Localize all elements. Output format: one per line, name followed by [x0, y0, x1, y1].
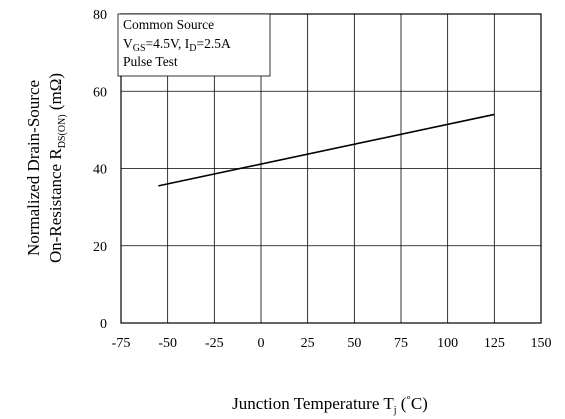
annotation-frame [117, 13, 271, 77]
x-tick-label: -75 [112, 336, 131, 351]
x-tick-label: -25 [205, 336, 224, 351]
x-tick-label: 50 [347, 336, 361, 351]
y-tick-label: 40 [93, 163, 107, 178]
series-layer [158, 113, 495, 187]
x-tick-label: 0 [258, 336, 265, 351]
x-tick-label: -50 [158, 336, 177, 351]
annotation-line-2: VGS=4.5V, ID=2.5A [123, 36, 231, 54]
x-tick-label: 100 [437, 336, 458, 351]
annotation-box: Common Source VGS=4.5V, ID=2.5A Pulse Te… [117, 13, 271, 77]
x-axis-title: Junction Temperature Tj (°C) [232, 394, 428, 416]
x-tick-label: 125 [484, 336, 505, 351]
x-tick-labels: -75 -50 -25 0 25 50 75 100 125 150 [112, 336, 552, 351]
annotation-line-1: Common Source [123, 17, 214, 32]
y-axis-title-line-1: Normalized Drain-Source [24, 80, 43, 256]
x-tick-label: 75 [394, 336, 408, 351]
y-tick-label: 20 [93, 240, 107, 255]
y-tick-label: 0 [100, 317, 107, 332]
y-tick-label: 80 [93, 8, 107, 23]
annotation-line-3: Pulse Test [123, 54, 178, 69]
y-axis-title: Normalized Drain-Source On-Resistance RD… [24, 73, 68, 263]
series-line [158, 113, 495, 187]
plot-frame [120, 13, 542, 324]
y-tick-label: 60 [93, 85, 107, 100]
y-axis-title-line-2: On-Resistance RDS(ON) (mΩ) [46, 73, 68, 263]
plot-border [120, 13, 542, 324]
x-tick-label: 150 [531, 336, 552, 351]
y-tick-labels: 0 20 40 60 80 [93, 8, 107, 332]
x-tick-label: 25 [301, 336, 315, 351]
